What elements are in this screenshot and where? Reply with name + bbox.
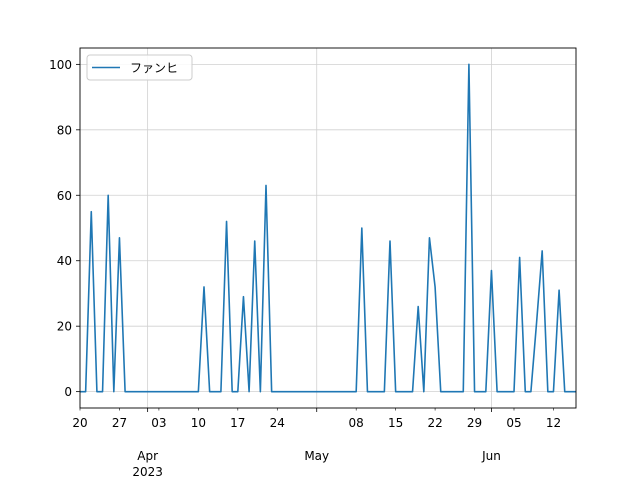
x-day-label: 08: [349, 416, 364, 430]
x-month-label: May: [304, 449, 329, 463]
x-day-label: 05: [506, 416, 521, 430]
x-day-label: 17: [230, 416, 245, 430]
x-day-label: 22: [427, 416, 442, 430]
x-month-label: Apr: [137, 449, 158, 463]
y-tick-label: 0: [64, 385, 72, 399]
plot-frame: [79, 47, 577, 409]
x-month-label: Jun: [481, 449, 501, 463]
legend-label: ファンヒ: [130, 61, 178, 75]
tick-labels: 0 20 40 60 80 100 Apr 2023 May Jun 20 27 03 10 17 24 08 1…: [49, 58, 561, 479]
x-year-label: 2023: [132, 465, 163, 479]
y-tick-label: 20: [57, 320, 72, 334]
x-day-label: 12: [546, 416, 561, 430]
x-day-label: 24: [270, 416, 285, 430]
legend-box: [86, 54, 193, 81]
y-tick-label: 40: [57, 254, 72, 268]
y-tick-label: 100: [49, 58, 72, 72]
x-day-label: 15: [388, 416, 403, 430]
ticks: [76, 63, 554, 412]
legend: ファンヒ: [86, 54, 193, 81]
series-line: [80, 63, 576, 393]
series-layer: [80, 63, 576, 393]
x-day-label: 29: [467, 416, 482, 430]
x-day-label: 10: [191, 416, 206, 430]
y-tick-label: 80: [57, 123, 72, 137]
y-tick-label: 60: [57, 189, 72, 203]
x-day-label: 20: [72, 416, 87, 430]
x-day-label: 03: [151, 416, 166, 430]
x-day-label: 27: [112, 416, 127, 430]
